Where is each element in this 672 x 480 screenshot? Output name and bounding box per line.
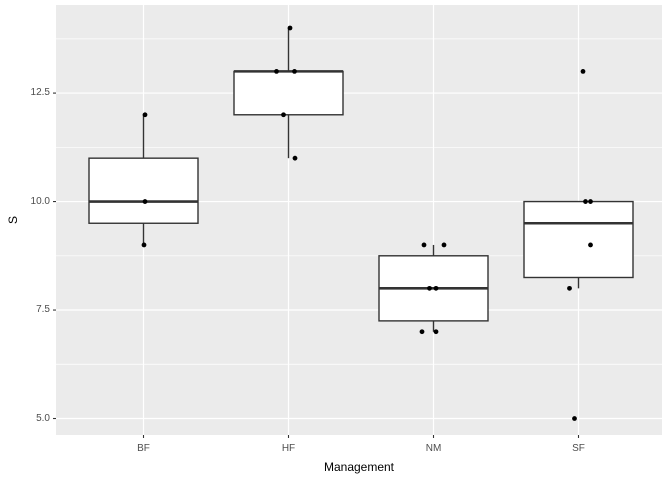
data-point bbox=[142, 199, 148, 204]
x-tick-label-bf: BF bbox=[137, 443, 150, 454]
y-tick-label: 12.5 bbox=[30, 87, 50, 99]
data-point bbox=[427, 285, 432, 291]
data-point bbox=[583, 199, 588, 204]
data-point bbox=[588, 242, 593, 248]
data-point bbox=[433, 285, 439, 291]
data-point bbox=[141, 242, 147, 248]
data-point bbox=[274, 68, 279, 74]
y-tick-label: 7.5 bbox=[36, 304, 50, 316]
y-tick-label: 10.0 bbox=[30, 195, 50, 207]
data-point bbox=[567, 285, 572, 291]
data-point bbox=[287, 25, 293, 31]
x-tick-label-sf: SF bbox=[572, 443, 585, 454]
data-point bbox=[419, 329, 425, 335]
y-tick-label: 5.0 bbox=[36, 412, 50, 424]
box-hf bbox=[233, 70, 344, 116]
y-axis-title: S bbox=[6, 215, 20, 225]
box-sf bbox=[523, 200, 634, 279]
box-bf bbox=[88, 157, 199, 224]
x-axis-title: Management bbox=[323, 460, 395, 474]
data-point bbox=[433, 329, 439, 335]
data-point bbox=[588, 199, 593, 204]
data-point bbox=[292, 68, 297, 74]
data-point bbox=[441, 242, 447, 248]
data-point bbox=[142, 112, 148, 118]
data-point bbox=[580, 68, 586, 74]
data-point bbox=[281, 112, 286, 118]
x-tick-label-hf: HF bbox=[281, 443, 296, 454]
data-point bbox=[421, 242, 427, 248]
data-point bbox=[572, 416, 577, 421]
data-point bbox=[292, 155, 298, 161]
x-tick-label-nm: NM bbox=[425, 443, 442, 454]
